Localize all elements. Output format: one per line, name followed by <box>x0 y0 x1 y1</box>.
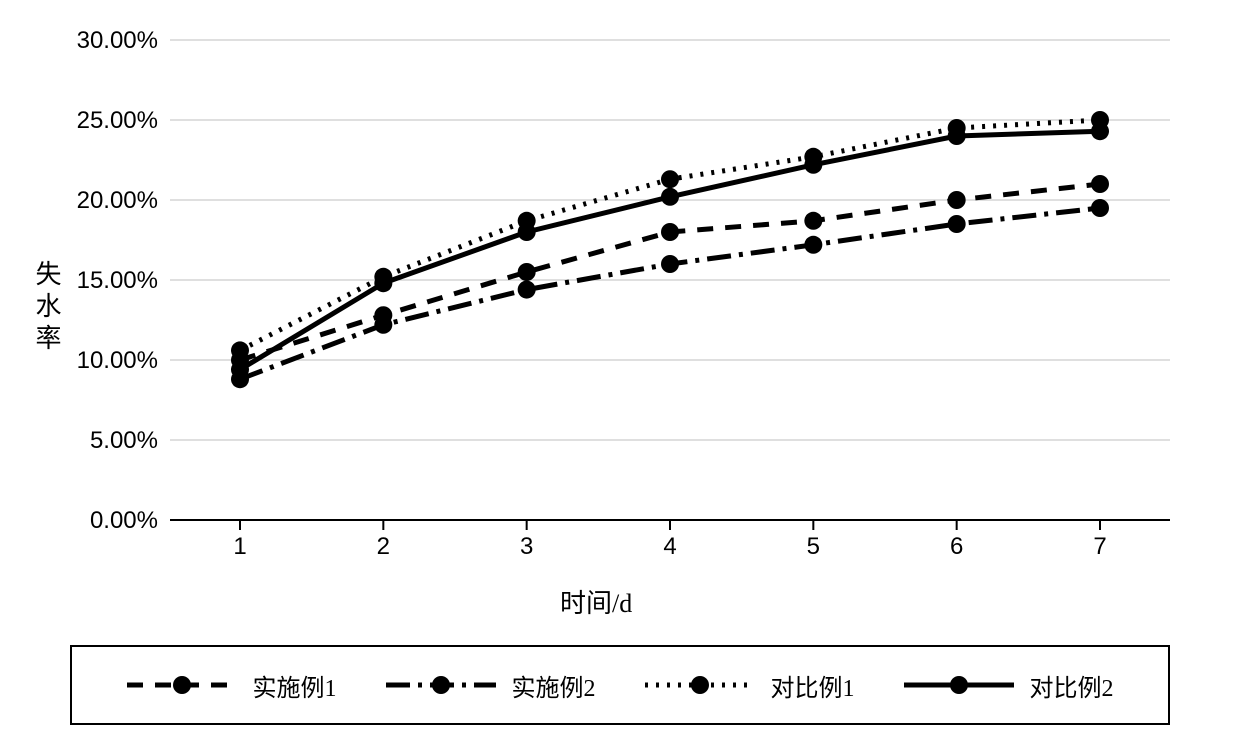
svg-text:25.00%: 25.00% <box>77 107 158 134</box>
legend-item: 对比例2 <box>904 668 1114 703</box>
legend-item: 实施例1 <box>127 668 337 703</box>
legend-swatch <box>645 673 755 697</box>
legend-label: 实施例2 <box>512 668 596 703</box>
svg-text:10.00%: 10.00% <box>77 347 158 374</box>
legend-item: 对比例1 <box>645 668 855 703</box>
svg-text:5: 5 <box>807 533 820 560</box>
svg-text:4: 4 <box>663 533 676 560</box>
legend-label: 对比例2 <box>1030 668 1114 703</box>
legend-label: 对比例1 <box>771 668 855 703</box>
svg-text:30.00%: 30.00% <box>77 27 158 54</box>
legend-item: 实施例2 <box>386 668 596 703</box>
svg-text:6: 6 <box>950 533 963 560</box>
legend-swatch <box>127 673 237 697</box>
chart-container: 0.00% 5.00% 10.00% 15.00% 20.00% 25.00% 30.00%… <box>0 0 1240 753</box>
line-chart-svg: 0.00% 5.00% 10.00% 15.00% 20.00% 25.00% 30.00%… <box>0 0 1240 620</box>
svg-text:7: 7 <box>1093 533 1106 560</box>
svg-text:15.00%: 15.00% <box>77 267 158 294</box>
legend-swatch <box>386 673 496 697</box>
svg-text:1: 1 <box>233 533 246 560</box>
legend-label: 实施例1 <box>253 668 337 703</box>
svg-text:3: 3 <box>520 533 533 560</box>
svg-text:0.00%: 0.00% <box>90 507 158 534</box>
x-axis-label: 时间/d <box>560 583 632 620</box>
svg-text:20.00%: 20.00% <box>77 187 158 214</box>
svg-text:2: 2 <box>377 533 390 560</box>
svg-text:5.00%: 5.00% <box>90 427 158 454</box>
legend: 实施例1 实施例2 对比例1 对比例2 <box>70 645 1170 725</box>
y-axis-label: 失水率 <box>28 260 65 356</box>
legend-swatch <box>904 673 1014 697</box>
